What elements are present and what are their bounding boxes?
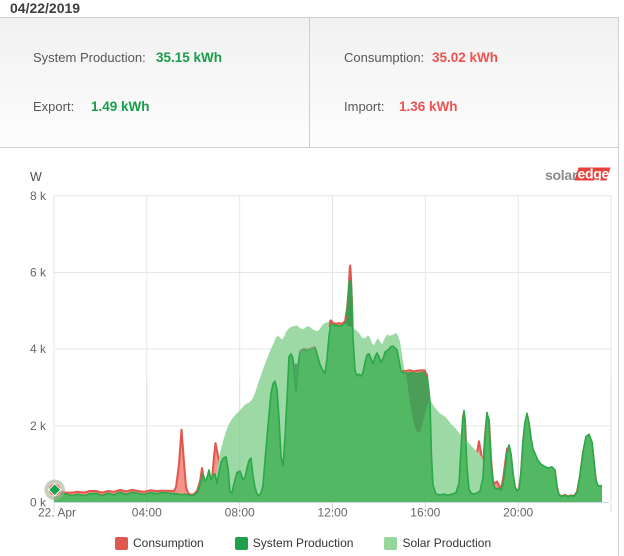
svg-text:22. Apr: 22. Apr	[38, 506, 76, 520]
svg-text:4 k: 4 k	[30, 342, 47, 356]
svg-text:20:00: 20:00	[503, 506, 533, 520]
svg-text:12:00: 12:00	[317, 506, 347, 520]
svg-text:edge: edge	[578, 166, 610, 182]
svg-text:08:00: 08:00	[225, 506, 255, 520]
svg-text:6 k: 6 k	[30, 265, 47, 279]
svg-text:16:00: 16:00	[410, 506, 440, 520]
svg-text:04:00: 04:00	[132, 506, 162, 520]
svg-text:8 k: 8 k	[30, 189, 47, 203]
svg-text:solar: solar	[545, 167, 578, 183]
svg-text:0 k: 0 k	[30, 496, 47, 510]
svg-text:W: W	[30, 170, 42, 184]
svg-text:2 k: 2 k	[30, 419, 47, 433]
